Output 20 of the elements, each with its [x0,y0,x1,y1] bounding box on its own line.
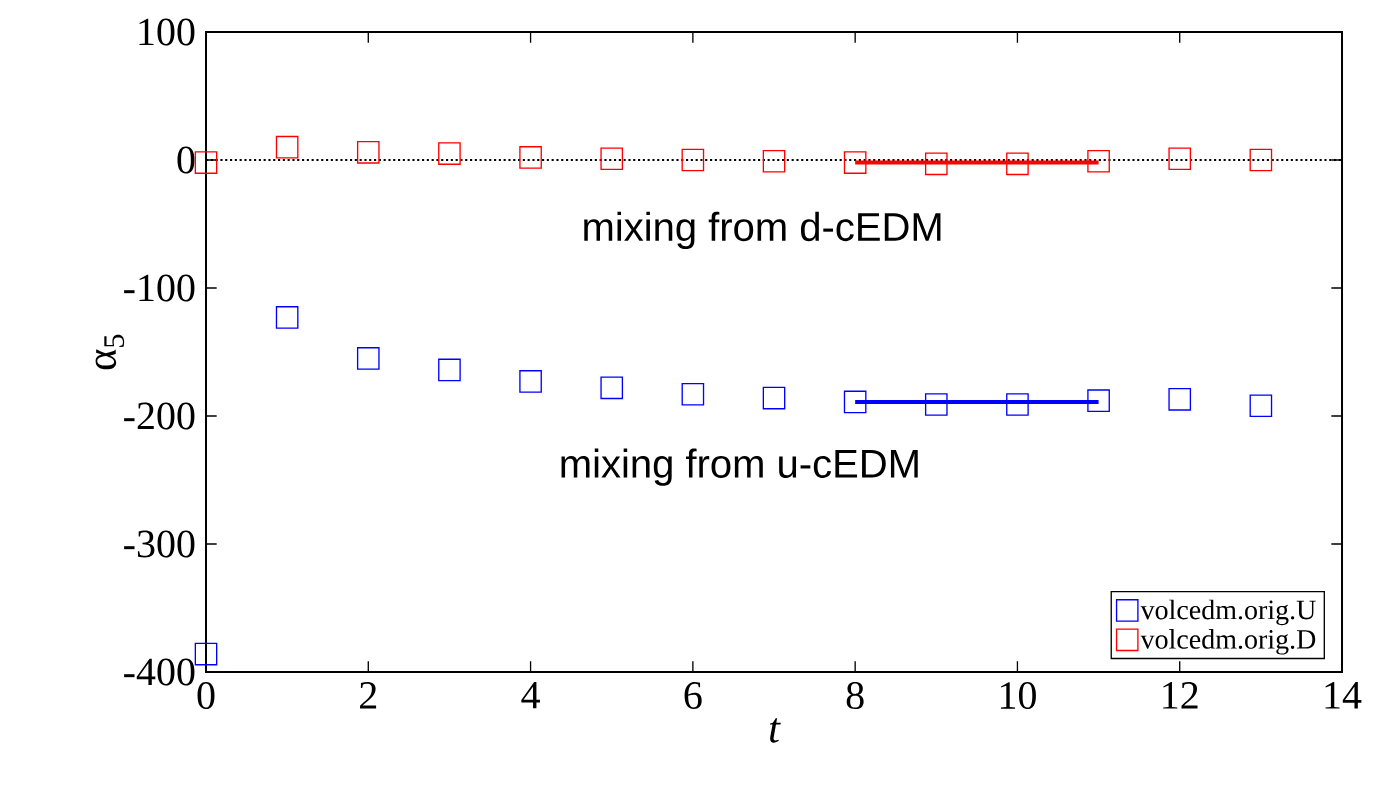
legend-label: volcedm.orig.D [1140,629,1316,655]
annotation: mixing from d-cEDM [584,211,941,250]
y-tick-label: -300 [124,530,195,558]
annotation: mixing from u-cEDM [561,448,918,486]
x-tick-label: 0 [197,682,215,710]
x-tick-label: 12 [1163,682,1198,709]
x-tick-label: 4 [521,682,540,709]
x-tick-label: 6 [684,682,702,709]
x-tick-label: 14 [1325,682,1362,709]
x-tick-label: 2 [360,682,377,709]
y-tick-label: -400 [124,658,195,686]
x-tick-label: 8 [846,682,864,710]
y-tick-label: 0 [177,146,195,174]
x-tick-label: 10 [1000,682,1036,710]
y-axis-title: α$_{5}$ [95,334,125,370]
x-axis-title: t [769,718,781,743]
legend-label: volcedm.orig.U [1140,599,1316,626]
y-tick-label: -100 [124,274,195,302]
y-tick-label: -200 [124,402,195,430]
y-tick-label: 100 [139,18,195,46]
